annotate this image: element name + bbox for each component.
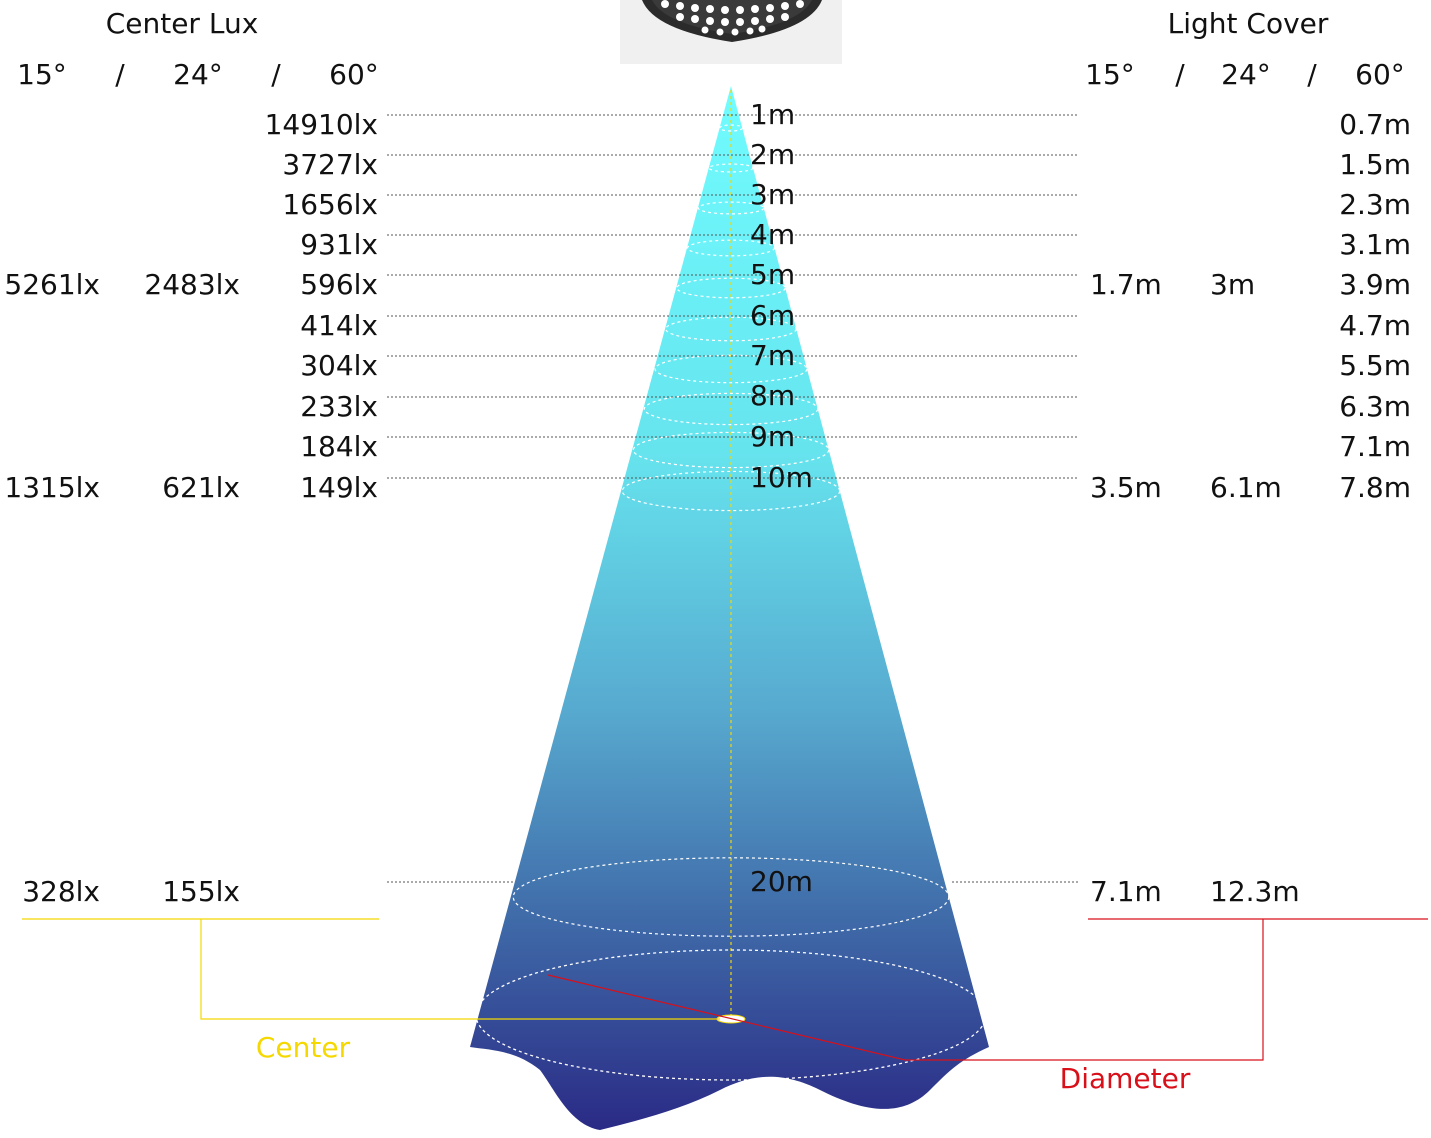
center-lux-value: 1656lx <box>282 188 378 221</box>
distance-label-2m: 2m <box>750 138 795 171</box>
center-lux-value: 233lx <box>300 390 378 423</box>
light-cover-value: 4.7m <box>1339 309 1411 342</box>
center-lux-value: 304lx <box>300 349 378 382</box>
center-lux-value: 596lx <box>300 268 378 301</box>
diameter-callout-line <box>905 919 1264 1061</box>
led-par-light-icon <box>620 0 842 64</box>
light-cover-value: 12.3m <box>1210 875 1300 908</box>
center-lux-title: Center Lux <box>106 7 259 40</box>
center-lux-value: 14910lx <box>265 108 378 141</box>
beam-ring-6m <box>665 316 797 342</box>
center-label: Center <box>256 1031 351 1064</box>
light-cover-value: 0.7m <box>1339 108 1411 141</box>
light-cover-value: 6.1m <box>1210 471 1282 504</box>
distance-label-9m: 9m <box>750 420 795 453</box>
distance-label-8m: 8m <box>750 379 795 412</box>
light-cover-value: 3.5m <box>1090 471 1162 504</box>
ground-ellipse <box>475 949 987 1081</box>
distance-label-7m: 7m <box>750 339 795 372</box>
distance-label-10m: 10m <box>750 461 813 494</box>
light-cover-value: 7.1m <box>1339 430 1411 463</box>
lux-angle-header-1: / <box>115 58 125 91</box>
beam-ring-2m <box>708 163 754 173</box>
lux-angle-header-0: 15° <box>17 58 67 91</box>
light-cover-title: Light Cover <box>1168 7 1329 40</box>
light-beam-cone <box>470 86 989 1130</box>
center-lux-value: 621lx <box>162 471 240 504</box>
light-cover-value: 1.7m <box>1090 268 1162 301</box>
distance-label-3m: 3m <box>750 178 795 211</box>
beam-ring-5m <box>676 277 786 299</box>
center-lux-value: 3727lx <box>282 148 378 181</box>
center-lux-value: 1315lx <box>4 471 100 504</box>
center-lux-value: 184lx <box>300 430 378 463</box>
beam-ring-7m <box>654 354 808 384</box>
cover-angle-header-1: / <box>1175 58 1185 91</box>
light-cover-value: 5.5m <box>1339 349 1411 382</box>
light-cover-value: 3.9m <box>1339 268 1411 301</box>
beam-ring-4m <box>686 239 776 257</box>
light-cover-value: 6.3m <box>1339 390 1411 423</box>
center-lux-value: 5261lx <box>4 268 100 301</box>
center-lux-value: 414lx <box>300 309 378 342</box>
center-lux-value: 328lx <box>22 875 100 908</box>
center-lux-value: 931lx <box>300 228 378 261</box>
center-lux-value: 155lx <box>162 875 240 908</box>
beam-ring-1m <box>719 124 743 132</box>
cover-angle-header-0: 15° <box>1085 58 1135 91</box>
beam-ring-8m <box>643 392 819 426</box>
beam-ring-20m <box>512 857 950 937</box>
light-cover-value: 7.1m <box>1090 875 1162 908</box>
cover-angle-header-4: 60° <box>1355 58 1405 91</box>
diameter-label: Diameter <box>1060 1062 1191 1095</box>
distance-label-1m: 1m <box>750 98 795 131</box>
distance-label-4m: 4m <box>750 218 795 251</box>
light-cover-value: 2.3m <box>1339 188 1411 221</box>
cover-angle-header-2: 24° <box>1221 58 1271 91</box>
lux-angle-header-4: 60° <box>329 58 379 91</box>
center-callout-line <box>200 919 720 1020</box>
distance-label-20m: 20m <box>750 865 813 898</box>
diameter-line <box>547 974 906 1061</box>
center-lux-value: 2483lx <box>144 268 240 301</box>
center-lux-value: 149lx <box>300 471 378 504</box>
light-cover-value: 3m <box>1210 268 1255 301</box>
cover-angle-header-3: / <box>1307 58 1317 91</box>
distance-label-5m: 5m <box>750 258 795 291</box>
light-cover-value: 3.1m <box>1339 228 1411 261</box>
beam-ring-3m <box>697 201 765 215</box>
beam-ring-10m <box>621 470 841 512</box>
beam-ring-9m <box>632 431 830 469</box>
light-cover-value: 1.5m <box>1339 148 1411 181</box>
lux-angle-header-3: / <box>271 58 281 91</box>
distance-label-6m: 6m <box>750 299 795 332</box>
lux-angle-header-2: 24° <box>173 58 223 91</box>
light-cover-value: 7.8m <box>1339 471 1411 504</box>
